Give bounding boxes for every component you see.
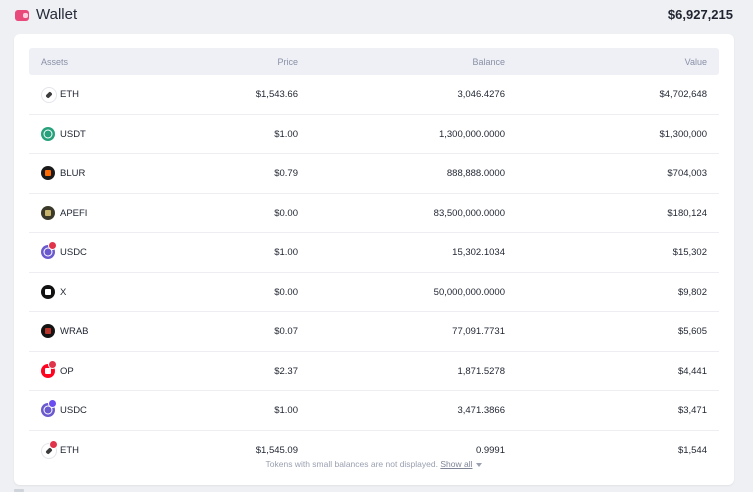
apefi-token-icon <box>41 205 55 220</box>
chain-badge-icon <box>49 439 58 449</box>
wrab-token-icon <box>41 324 55 338</box>
page-title: Wallet <box>36 6 78 23</box>
asset-price: $1,543.66 <box>255 89 298 100</box>
asset-price: $1.00 <box>274 128 298 140</box>
asset-balance: 0.9991 <box>475 444 505 456</box>
column-header-value[interactable]: Value <box>684 57 707 67</box>
show-all-link[interactable]: Show all <box>440 459 473 469</box>
eth-token-icon <box>41 439 58 459</box>
asset-balance: 1,300,000.0000 <box>438 128 505 140</box>
column-header-assets[interactable]: Assets <box>41 57 69 67</box>
table-row[interactable]: X $0.00 50,000,000.0000 $9,802 <box>29 273 719 312</box>
asset-balance: 83,500,000.0000 <box>433 207 505 219</box>
chain-badge-icon <box>48 399 57 408</box>
usdc-token-icon <box>41 399 57 417</box>
chain-badge-icon <box>48 359 57 369</box>
asset-symbol: WRAB <box>60 326 89 337</box>
asset-value: $9,802 <box>677 286 707 298</box>
asset-balance: 3,046.4276 <box>457 89 505 100</box>
asset-balance: 50,000,000.0000 <box>433 286 505 298</box>
asset-price: $0.79 <box>274 168 298 179</box>
table-row[interactable]: USDC $1.00 3,471.3866 $3,471 <box>29 391 719 431</box>
asset-value: $5,605 <box>677 326 707 337</box>
asset-price: $0.00 <box>274 286 298 298</box>
asset-price: $0.07 <box>274 326 298 337</box>
asset-balance: 77,091.7731 <box>452 326 505 337</box>
asset-balance: 3,471.3866 <box>457 405 505 416</box>
asset-value: $15,302 <box>672 247 707 258</box>
asset-symbol: X <box>60 286 67 298</box>
x-token-icon <box>41 284 55 299</box>
column-header-price[interactable]: Price <box>277 57 298 67</box>
table-row[interactable]: USDT $1.00 1,300,000.0000 $1,300,000 <box>29 115 719 154</box>
usdc-token-icon <box>41 241 57 259</box>
asset-symbol: ETH <box>60 444 79 456</box>
asset-value: $4,441 <box>677 365 707 377</box>
assets-card: Assets Price Balance Value ETH $1,543.66 3… <box>14 34 734 485</box>
table-header: Assets Price Balance Value <box>29 48 719 75</box>
asset-symbol: BLUR <box>60 168 86 179</box>
chevron-down-icon[interactable] <box>476 462 483 467</box>
asset-value: $4,702,648 <box>659 89 707 100</box>
table-row[interactable]: ETH $1,543.66 3,046.4276 $4,702,648 <box>29 75 719 115</box>
asset-symbol: USDT <box>60 128 86 140</box>
column-header-balance[interactable]: Balance <box>472 57 505 67</box>
table-row[interactable]: BLUR $0.79 888,888.0000 $704,003 <box>29 154 719 194</box>
asset-symbol: USDC <box>60 405 87 416</box>
usdt-token-icon <box>41 126 55 141</box>
chain-badge-icon <box>48 241 57 250</box>
asset-balance: 888,888.0000 <box>446 168 505 179</box>
table-row[interactable]: OP $2.37 1,871.5278 $4,441 <box>29 352 719 391</box>
op-token-icon <box>41 359 57 378</box>
table-row[interactable]: WRAB $0.07 77,091.7731 $5,605 <box>29 312 719 352</box>
next-section-edge <box>14 489 24 492</box>
asset-symbol: APEFI <box>60 207 88 219</box>
asset-balance: 1,871.5278 <box>457 365 505 377</box>
asset-price: $1,545.09 <box>255 444 298 456</box>
asset-value: $180,124 <box>667 207 707 219</box>
asset-value: $1,300,000 <box>659 128 707 140</box>
wallet-icon <box>15 10 29 21</box>
small-balance-note: Tokens with small balances are not displ… <box>265 459 438 469</box>
asset-price: $1.00 <box>274 405 298 416</box>
asset-value: $704,003 <box>667 168 707 179</box>
asset-balance: 15,302.1034 <box>452 247 505 258</box>
wallet-total-value: $6,927,215 <box>667 7 733 22</box>
wallet-header: Wallet $6,927,215 <box>0 0 753 32</box>
asset-price: $1.00 <box>274 247 298 258</box>
table-row[interactable]: USDC $1.00 15,302.1034 $15,302 <box>29 233 719 273</box>
blur-token-icon <box>41 166 55 180</box>
table-row[interactable]: ETH $1,545.09 0.9991 $1,544 <box>29 431 719 470</box>
asset-symbol: USDC <box>60 247 87 258</box>
asset-symbol: ETH <box>60 89 79 100</box>
asset-value: $3,471 <box>677 405 707 416</box>
asset-table-body: ETH $1,543.66 3,046.4276 $4,702,648 USDT $1.0… <box>29 75 719 469</box>
table-row[interactable]: APEFI $0.00 83,500,000.0000 $180,124 <box>29 194 719 233</box>
table-footer: Tokens with small balances are not displ… <box>14 459 734 469</box>
asset-price: $0.00 <box>274 207 298 219</box>
asset-price: $2.37 <box>274 365 298 377</box>
eth-token-icon <box>41 87 57 103</box>
asset-value: $1,544 <box>677 444 707 456</box>
asset-symbol: OP <box>60 365 74 377</box>
